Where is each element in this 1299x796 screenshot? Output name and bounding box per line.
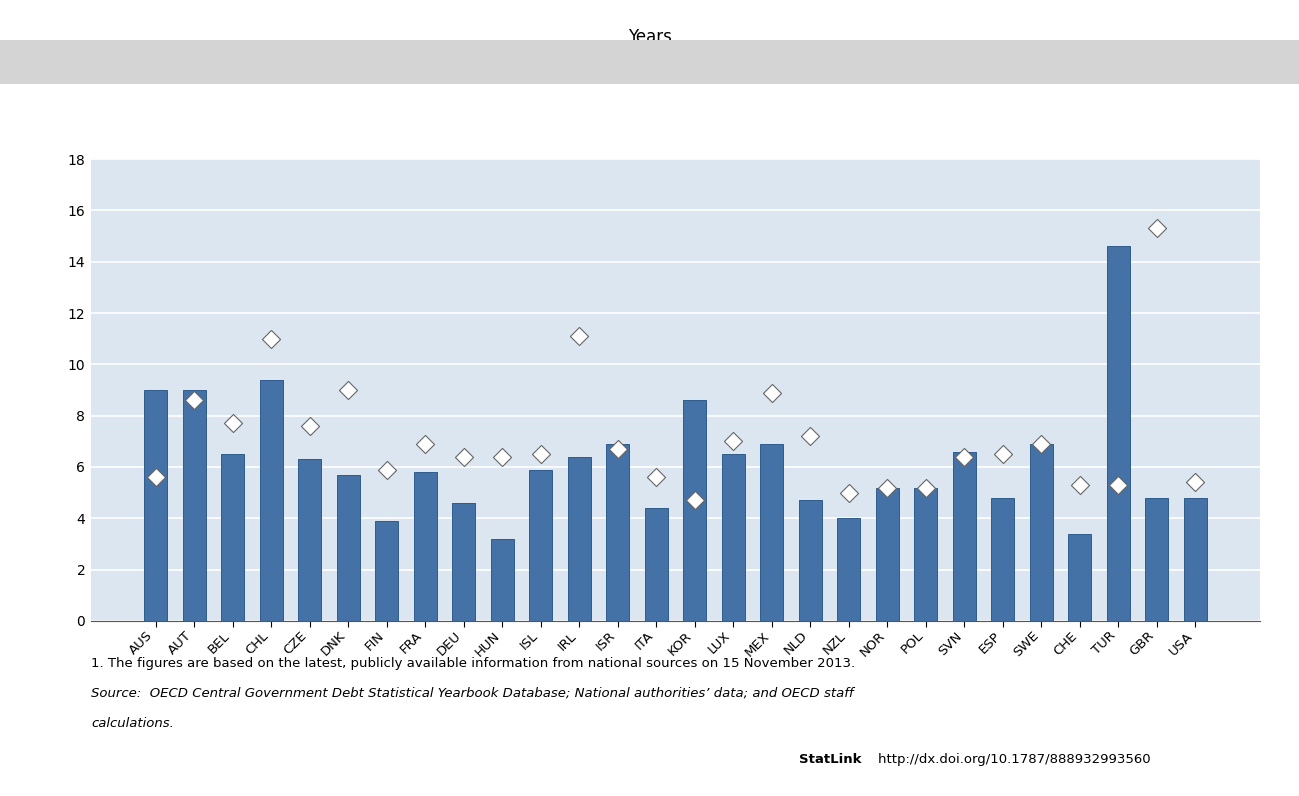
Point xyxy=(1069,478,1090,491)
Point xyxy=(992,448,1013,461)
Bar xyxy=(491,539,513,621)
Point xyxy=(261,333,282,345)
Bar xyxy=(644,508,668,621)
Text: StatLink: StatLink xyxy=(799,754,861,767)
Bar xyxy=(260,380,283,621)
Bar xyxy=(760,444,783,621)
Bar xyxy=(1107,247,1130,621)
Bar xyxy=(297,459,321,621)
Bar xyxy=(914,487,938,621)
Point xyxy=(183,394,204,407)
Point xyxy=(1185,476,1205,489)
Bar xyxy=(799,501,822,621)
Point xyxy=(761,386,782,399)
Point xyxy=(453,451,474,463)
Bar xyxy=(991,498,1015,621)
Point xyxy=(608,443,629,455)
Text: Years: Years xyxy=(627,28,672,46)
Point xyxy=(414,438,435,451)
Bar xyxy=(722,455,744,621)
Bar xyxy=(1030,444,1053,621)
Text: calculations.: calculations. xyxy=(91,717,174,730)
Legend: 2007, 2013¹: 2007, 2013¹ xyxy=(555,51,796,66)
Bar xyxy=(452,503,475,621)
Point xyxy=(1147,222,1168,235)
Bar xyxy=(838,518,860,621)
Point xyxy=(800,430,821,443)
Bar xyxy=(876,487,899,621)
Bar xyxy=(413,472,436,621)
Point xyxy=(953,451,974,463)
Point xyxy=(877,481,898,494)
Text: 1. The figures are based on the latest, publicly available information from nati: 1. The figures are based on the latest, … xyxy=(91,657,855,669)
Point xyxy=(338,384,359,396)
Bar xyxy=(1068,533,1091,621)
Bar xyxy=(683,400,707,621)
Point xyxy=(377,463,397,476)
Bar xyxy=(375,521,399,621)
Bar xyxy=(221,455,244,621)
Bar xyxy=(529,470,552,621)
Bar xyxy=(1183,498,1207,621)
Bar xyxy=(183,390,205,621)
Bar xyxy=(607,444,629,621)
Bar xyxy=(336,474,360,621)
Bar xyxy=(952,451,976,621)
Point xyxy=(646,471,666,484)
Point xyxy=(530,448,551,461)
Bar xyxy=(568,457,591,621)
Point xyxy=(1108,478,1129,491)
Bar xyxy=(1146,498,1168,621)
Point xyxy=(685,494,705,507)
Text: http://dx.doi.org/10.1787/888932993560: http://dx.doi.org/10.1787/888932993560 xyxy=(861,754,1151,767)
Point xyxy=(722,435,743,447)
Point xyxy=(916,481,937,494)
Point xyxy=(299,419,320,432)
Point xyxy=(838,486,859,499)
Point xyxy=(492,451,513,463)
Point xyxy=(145,471,166,484)
Point xyxy=(222,417,243,430)
Point xyxy=(569,330,590,342)
Point xyxy=(1031,438,1052,451)
Bar xyxy=(144,390,168,621)
Text: Source:  OECD Central Government Debt Statistical Yearbook Database; National au: Source: OECD Central Government Debt Sta… xyxy=(91,687,853,700)
